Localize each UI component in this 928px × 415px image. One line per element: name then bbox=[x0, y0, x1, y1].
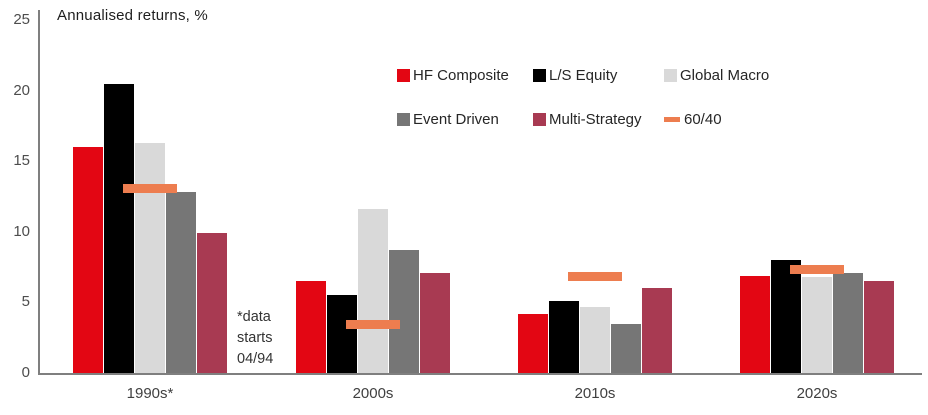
bar-event-driven-2000s bbox=[388, 250, 419, 373]
legend-swatch-multi-strategy bbox=[533, 112, 546, 126]
y-tick-5: 5 bbox=[21, 293, 30, 311]
legend-label-hf-composite: HF Composite bbox=[413, 66, 509, 84]
y-tick-0: 0 bbox=[21, 364, 30, 381]
legend-label-event-driven: Event Driven bbox=[413, 110, 499, 128]
legend-dash-60-40 bbox=[664, 116, 680, 122]
marker-60-40-2020s bbox=[790, 265, 844, 275]
bar-hf-composite-1990s bbox=[72, 147, 103, 373]
bar-l-s-equity-1990s bbox=[103, 83, 134, 373]
marker-60-40-2000s bbox=[346, 320, 400, 330]
legend-label-global-macro: Global Macro bbox=[680, 66, 770, 84]
bar-hf-composite-2010s bbox=[517, 313, 548, 373]
bar-global-macro-2000s bbox=[357, 209, 388, 373]
legend-swatch-global-macro bbox=[664, 68, 677, 82]
bar-l-s-equity-2000s bbox=[326, 295, 357, 373]
y-tick-25: 25 bbox=[13, 11, 30, 28]
x-axis-line bbox=[38, 373, 922, 375]
x-label-2020s: 2020s bbox=[796, 385, 838, 402]
legend-swatch-hf-composite bbox=[397, 68, 410, 82]
bar-hf-composite-2020s bbox=[739, 275, 770, 373]
legend-item-60-40: 60/40 bbox=[664, 110, 722, 128]
legend-label-60-40: 60/40 bbox=[684, 110, 722, 128]
legend-item-multi-strategy: Multi-Strategy bbox=[533, 110, 642, 128]
legend-item-l-s-equity: L/S Equity bbox=[533, 66, 617, 84]
legend-label-multi-strategy: Multi-Strategy bbox=[549, 110, 642, 128]
bar-global-macro-2020s bbox=[801, 276, 832, 373]
y-axis-line bbox=[38, 10, 40, 374]
bar-event-driven-1990s bbox=[165, 192, 196, 373]
legend-item-hf-composite: HF Composite bbox=[397, 66, 509, 84]
legend-item-event-driven: Event Driven bbox=[397, 110, 499, 128]
bar-event-driven-2020s bbox=[832, 272, 863, 373]
legend-swatch-event-driven bbox=[397, 112, 410, 126]
x-label-2010s: 2010s bbox=[574, 385, 616, 402]
x-label-1990s: 1990s* bbox=[126, 385, 174, 402]
y-tick-10: 10 bbox=[13, 222, 30, 240]
bar-l-s-equity-2010s bbox=[548, 301, 579, 373]
bar-hf-composite-2000s bbox=[295, 281, 326, 373]
bar-multi-strategy-2000s bbox=[419, 272, 450, 373]
bar-global-macro-2010s bbox=[579, 306, 610, 373]
legend-item-global-macro: Global Macro bbox=[664, 66, 769, 84]
y-tick-15: 15 bbox=[13, 152, 30, 170]
legend-label-l-s-equity: L/S Equity bbox=[549, 66, 618, 84]
bar-l-s-equity-2020s bbox=[770, 260, 801, 373]
legend-swatch-l-s-equity bbox=[533, 68, 546, 82]
bar-multi-strategy-1990s bbox=[196, 233, 227, 373]
y-tick-20: 20 bbox=[13, 81, 30, 99]
marker-60-40-2010s bbox=[568, 272, 622, 282]
marker-60-40-1990s bbox=[123, 183, 177, 193]
x-label-2000s: 2000s bbox=[352, 385, 394, 402]
chart-title: Annualised returns, % bbox=[57, 7, 208, 24]
data-start-footnote: *data starts 04/94 bbox=[237, 309, 274, 367]
bar-event-driven-2010s bbox=[610, 323, 641, 373]
bar-multi-strategy-2010s bbox=[641, 288, 672, 373]
bar-multi-strategy-2020s bbox=[863, 281, 894, 373]
bar-global-macro-1990s bbox=[134, 142, 165, 373]
